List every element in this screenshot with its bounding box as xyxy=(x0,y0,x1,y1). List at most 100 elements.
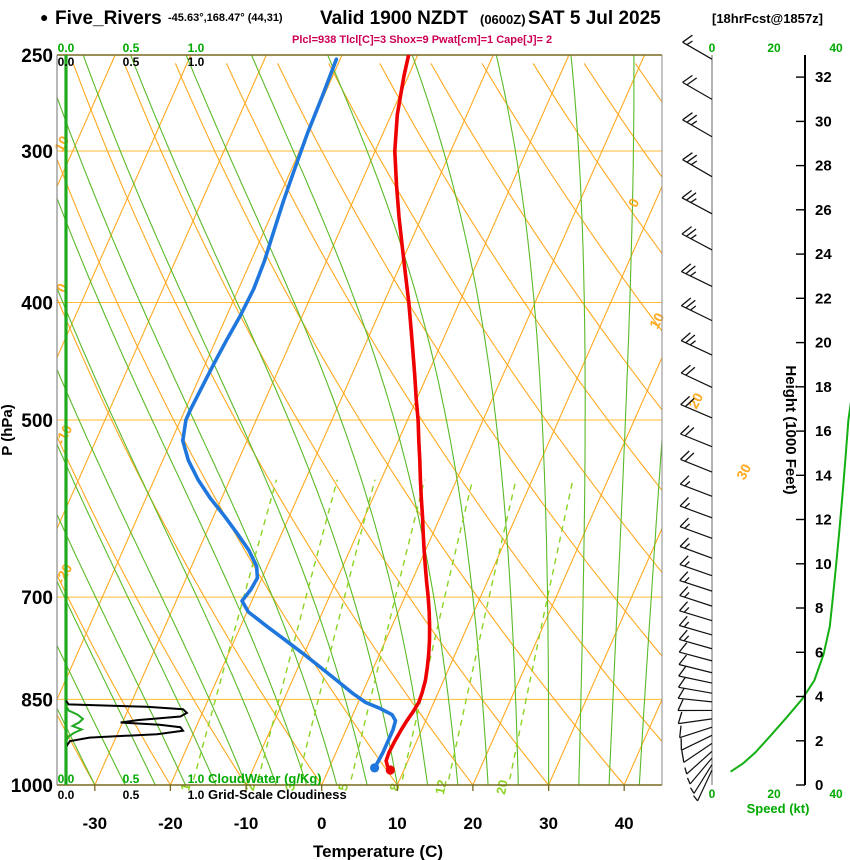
barb-full xyxy=(680,263,692,273)
dewpoint-surface-dot xyxy=(370,763,380,773)
pressure-axis: 250 300 400 500 700 850 1000 P (hPa) xyxy=(0,46,53,797)
barb-shaft xyxy=(689,757,713,785)
svg-text:8: 8 xyxy=(386,782,402,792)
temp-tick-label-0: 0 xyxy=(317,814,326,833)
barb-half xyxy=(692,795,699,802)
pressure-tick-label-700: 700 xyxy=(21,588,53,609)
wind-barb xyxy=(679,586,713,607)
barb-shaft xyxy=(679,526,713,539)
barb-shaft xyxy=(679,505,713,519)
height-tick-label-12: 12 xyxy=(815,512,832,529)
barb-half xyxy=(684,502,691,509)
barb-full xyxy=(682,74,693,83)
temp-tick-label-20: 20 xyxy=(463,814,482,833)
isotherm--20 xyxy=(169,55,494,785)
wind-barb xyxy=(680,297,713,322)
cloudwater-tick-top-1: 0.5 xyxy=(123,41,140,55)
speed-tick-top-0: 0 xyxy=(709,41,716,55)
barb-shaft xyxy=(678,718,713,725)
height-tick-label-2: 2 xyxy=(815,733,823,750)
speed-tick-bottom-40: 40 xyxy=(829,787,843,801)
speed-tick-bottom-0: 0 xyxy=(709,787,716,801)
barb-half xyxy=(686,777,691,785)
height-tick-label-10: 10 xyxy=(815,556,832,573)
wind-barb xyxy=(686,757,713,785)
wind-barb xyxy=(677,699,713,712)
wind-speed-curve xyxy=(730,401,850,773)
cloudwater-profile xyxy=(65,705,85,764)
wind-barb xyxy=(680,364,713,388)
wind-barb xyxy=(680,734,713,751)
barb-shaft xyxy=(678,697,713,703)
pressure-axis-title: P (hPa) xyxy=(0,404,16,455)
moist-adiabat-38 xyxy=(608,55,635,785)
moist-adiabat-10 xyxy=(130,55,398,785)
barb-full xyxy=(682,112,693,121)
wind-barb xyxy=(682,152,713,178)
cloudiness-axis-title: Grid-Scale Cloudiness xyxy=(208,787,347,802)
temperature-trace xyxy=(384,55,432,772)
barb-shaft xyxy=(678,675,713,684)
cloudiness-profile xyxy=(65,700,189,764)
pressure-tick-label-250: 250 xyxy=(21,46,53,67)
cloudiness-tick-bottom-2: 1.0 xyxy=(188,788,205,802)
height-tick-label-30: 30 xyxy=(815,113,832,130)
barb-half xyxy=(683,606,690,613)
dry-adiabat-60 xyxy=(277,63,662,657)
barb-full xyxy=(680,297,692,307)
barb-full xyxy=(679,475,690,485)
barb-full xyxy=(680,395,691,406)
isotherm-label-6: 20 xyxy=(685,390,707,411)
wind-barb xyxy=(681,189,713,215)
moist-adiabat--10 xyxy=(57,367,247,785)
barb-half xyxy=(684,543,691,549)
wind-barb xyxy=(679,725,713,739)
isotherm--10 xyxy=(245,55,570,785)
temperature-surface-dot xyxy=(385,765,395,775)
wind-barb xyxy=(682,112,713,138)
wind-barb xyxy=(682,74,713,100)
barb-full xyxy=(679,586,689,597)
speed-tick-top-20: 20 xyxy=(767,41,781,55)
temp-tick-label-30: 30 xyxy=(539,814,558,833)
barb-half xyxy=(683,591,690,598)
wind-barb xyxy=(681,226,713,251)
barb-half xyxy=(689,787,695,794)
speed-tick-top-40: 40 xyxy=(829,41,843,55)
isotherm--60 xyxy=(57,55,192,359)
wind-panel xyxy=(677,34,713,802)
wind-barb xyxy=(679,497,713,519)
temperature-axis: -30 -20 -10 0 10 20 30 40 Temperature (C) xyxy=(83,785,634,860)
wind-barb xyxy=(680,332,713,356)
dry-adiabat-20 xyxy=(72,63,474,785)
height-tick-label-4: 4 xyxy=(815,689,824,706)
height-tick-label-32: 32 xyxy=(815,69,832,86)
barb-half xyxy=(684,561,690,567)
sounding-traces xyxy=(181,55,432,775)
barb-full xyxy=(684,427,695,437)
height-tick-label-26: 26 xyxy=(815,202,832,219)
barb-half xyxy=(690,160,698,166)
barb-full xyxy=(677,711,683,724)
moist-adiabat-42 xyxy=(638,431,662,785)
dry-adiabat-120 xyxy=(583,63,662,179)
barb-full xyxy=(679,601,688,612)
barb-half xyxy=(683,635,690,642)
wind-barb xyxy=(684,750,713,775)
barb-full xyxy=(678,642,688,653)
height-tick-label-14: 14 xyxy=(815,467,832,484)
barb-full xyxy=(679,497,689,507)
barb-full xyxy=(685,299,696,309)
barb-full xyxy=(681,750,685,763)
wind-barb xyxy=(692,769,713,802)
wind-barb xyxy=(679,571,713,592)
wind-barb xyxy=(678,654,713,674)
speed-axis-title: Speed (kt) xyxy=(747,801,810,816)
dry-adiabat--10 xyxy=(57,435,247,785)
cloudiness-tick-top-1: 0.5 xyxy=(123,55,140,69)
moist-adiabat-26 xyxy=(411,55,519,785)
moist-adiabat--22 xyxy=(57,579,156,785)
wind-barb xyxy=(681,742,713,763)
mixing-ratio-labels: 1 2 3 5 8 12 20 xyxy=(177,778,510,795)
